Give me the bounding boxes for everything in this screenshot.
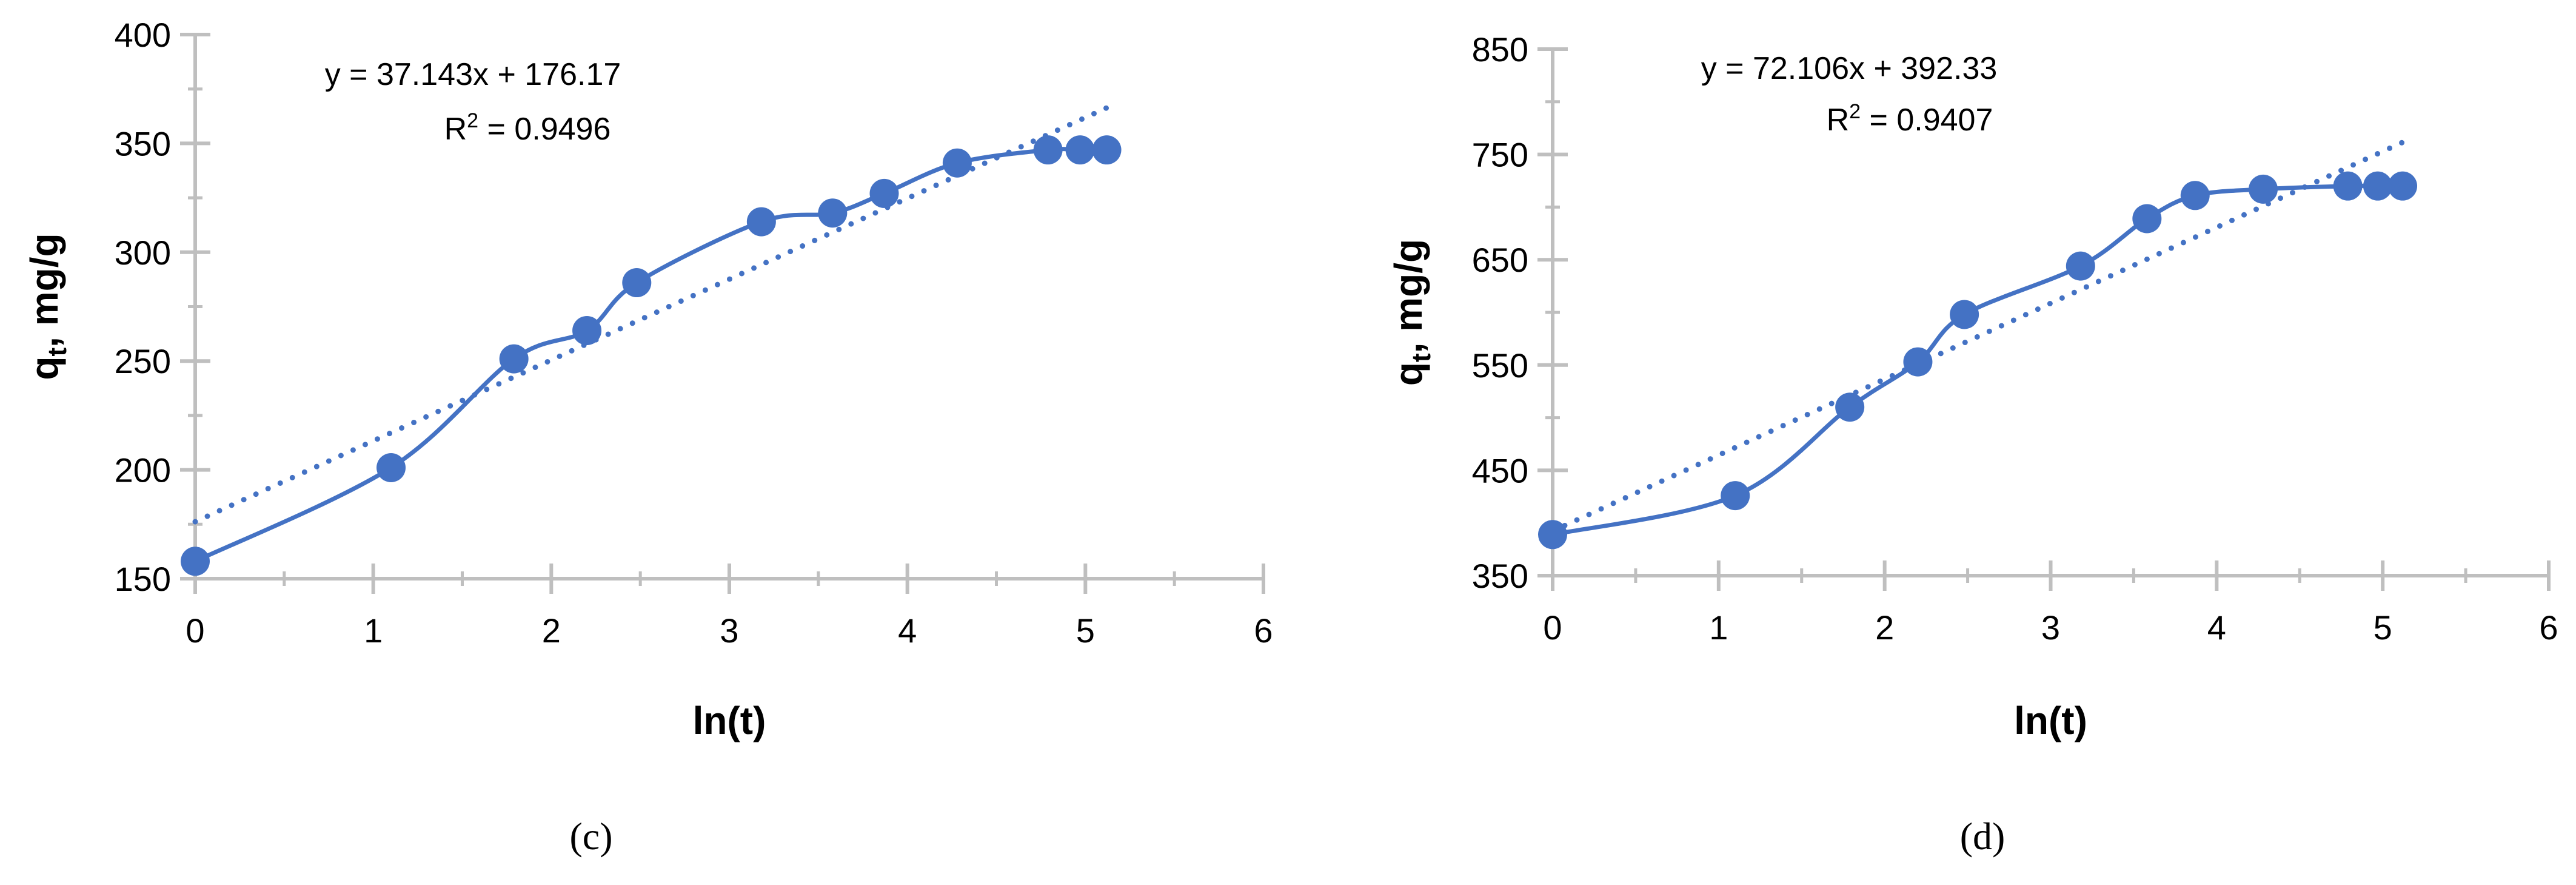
y-tick-label: 150	[115, 560, 171, 598]
data-point	[1538, 520, 1567, 550]
data-point	[2388, 171, 2418, 201]
data-point	[746, 207, 776, 237]
x-tick-label: 3	[2041, 608, 2060, 647]
data-point	[1065, 135, 1095, 165]
trendline	[1550, 140, 2406, 534]
data-point	[1721, 481, 1750, 511]
data-point	[818, 198, 848, 228]
y-tick-label: 750	[1472, 136, 1528, 174]
x-tick-label: 1	[364, 611, 383, 650]
x-tick-label: 6	[1254, 611, 1273, 650]
data-point	[2132, 204, 2162, 234]
y-axis-label-main: q	[22, 357, 66, 380]
y-tick-label: 850	[1472, 30, 1528, 69]
series-line	[194, 147, 1107, 564]
r-squared-label: R2 = 0.9496	[444, 109, 611, 147]
y-axis-label-subscript: t	[42, 348, 72, 357]
data-point	[2333, 171, 2363, 201]
x-axis-label: ln(t)	[2014, 699, 2087, 742]
y-tick-label: 200	[115, 451, 171, 490]
r-squared-value: = 0.9407	[1861, 103, 1993, 138]
y-tick-label: 350	[1472, 557, 1528, 595]
y-tick-label: 250	[115, 342, 171, 380]
x-tick-label: 6	[2539, 608, 2558, 647]
r-squared-superscript: 2	[1849, 100, 1861, 123]
y-axis-label-main: q	[1387, 362, 1430, 386]
x-tick-label: 5	[2374, 608, 2392, 647]
series-line	[1552, 183, 2403, 537]
data-point	[499, 344, 529, 374]
r-squared-value: = 0.9496	[478, 112, 611, 147]
data-point	[622, 268, 652, 298]
x-tick-label: 0	[186, 611, 204, 650]
x-tick-label: 2	[542, 611, 561, 650]
data-point	[376, 453, 406, 483]
y-axis-label-units: , mg/g	[22, 233, 66, 347]
data-point	[942, 148, 972, 178]
data-point	[181, 547, 210, 576]
r-squared-superscript: 2	[467, 109, 478, 132]
x-axis-label: ln(t)	[693, 699, 766, 742]
trendline-equation: y = 72.106x + 392.33	[1701, 51, 1998, 86]
data-point	[1092, 135, 1122, 165]
y-axis-label: qt, mg/g	[22, 233, 72, 380]
panel-caption: (d)	[1960, 815, 2006, 858]
x-tick-label: 1	[1709, 608, 1728, 647]
chart-0: 150 200 250 300 350 400 0 1 2 3 4 5 6 y = 37.143x + 1…	[22, 16, 1273, 858]
r-squared-prefix: R	[444, 112, 467, 147]
y-axis-label-subscript: t	[1407, 353, 1436, 362]
data-point	[2180, 181, 2210, 210]
y-tick-label: 350	[115, 124, 171, 163]
y-axis-label-units: , mg/g	[1387, 239, 1430, 353]
data-point	[1903, 347, 1933, 377]
data-point	[2249, 174, 2278, 204]
trendline-equation: y = 37.143x + 176.17	[325, 57, 621, 92]
chart-1: 350 450 550 650 750 850 0 1 2 3 4 5 6 y = 72.106x + 3…	[1387, 30, 2558, 858]
data-point	[1033, 135, 1063, 165]
x-tick-label: 4	[898, 611, 917, 650]
x-tick-label: 3	[720, 611, 738, 650]
panel-caption: (c)	[569, 815, 612, 858]
r-squared-prefix: R	[1827, 103, 1850, 138]
r-squared-label: R2 = 0.9407	[1827, 100, 1993, 138]
data-point	[2066, 251, 2095, 281]
y-tick-label: 400	[115, 16, 171, 54]
x-tick-label: 2	[1875, 608, 1894, 647]
data-point	[572, 315, 602, 345]
data-point	[1835, 392, 1865, 422]
data-point	[869, 178, 899, 208]
x-tick-label: 4	[2207, 608, 2226, 647]
y-axis-label: qt, mg/g	[1387, 239, 1436, 386]
y-tick-label: 650	[1472, 241, 1528, 279]
data-point	[2363, 171, 2392, 201]
y-tick-label: 550	[1472, 346, 1528, 385]
data-point	[1950, 300, 1979, 329]
y-tick-label: 300	[115, 234, 171, 272]
x-tick-label: 5	[1076, 611, 1095, 650]
x-tick-label: 0	[1543, 608, 1562, 647]
trendline	[192, 105, 1110, 525]
y-tick-label: 450	[1472, 451, 1528, 490]
